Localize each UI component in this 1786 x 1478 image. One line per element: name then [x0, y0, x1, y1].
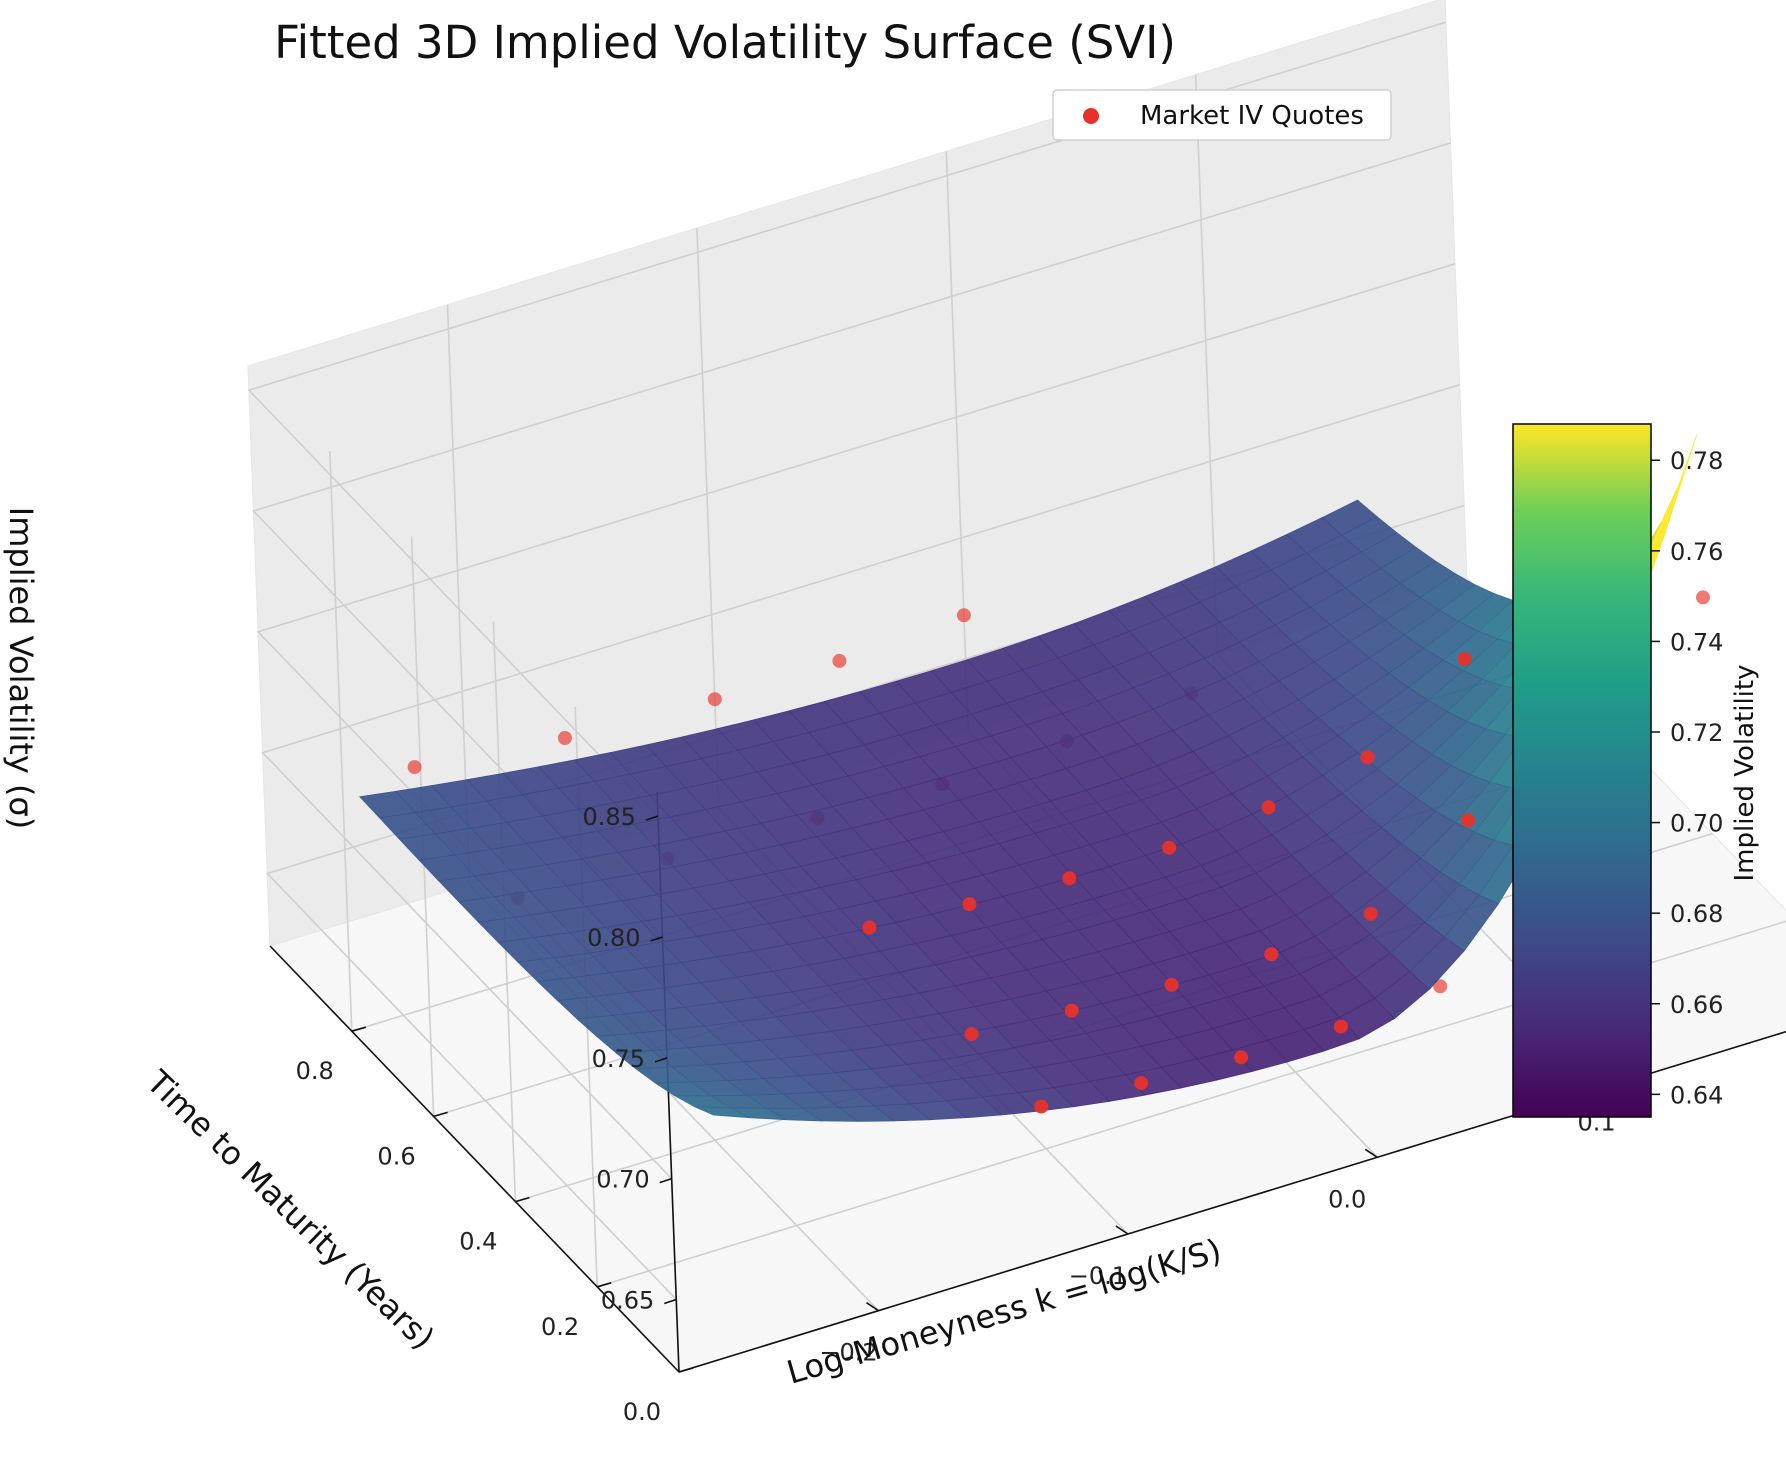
y-tick-mark: [596, 1282, 612, 1288]
market-iv-quote-point: [707, 692, 722, 707]
market-iv-quote-point: [1333, 1019, 1348, 1034]
axis-ticks: −0.2−0.10.00.10.00.20.40.60.80.650.700.7…: [296, 803, 1628, 1426]
x-tick-label: −0.1: [1069, 1262, 1127, 1290]
z-tick-label: 0.80: [587, 924, 640, 952]
z-tick-mark: [645, 815, 659, 821]
y-tick-label: 0.4: [459, 1228, 497, 1256]
market-iv-quote-point: [1363, 906, 1378, 921]
y-tick-mark: [351, 1026, 367, 1032]
colorbar: 0.64 0.66 0.68 0.70 0.72 0.74 0.76 0.78 Implied…: [1512, 423, 1760, 1118]
market-iv-quote-point: [964, 1027, 979, 1042]
y-axis-label: Time to Maturity (Years): [139, 1062, 442, 1357]
surface-facet: [694, 1106, 750, 1119]
market-iv-quote-point: [1034, 1099, 1049, 1114]
y-tick-mark: [678, 1367, 694, 1373]
colorbar-tick-label: 0.78: [1670, 447, 1723, 475]
z-tick-label: 0.85: [582, 803, 635, 831]
x-tick-mark: [866, 1302, 879, 1312]
market-iv-quote-point: [1457, 652, 1472, 666]
market-iv-quote-point: [1162, 840, 1177, 855]
y-tick-mark: [515, 1196, 530, 1203]
y-tick-label: 0.6: [377, 1142, 415, 1170]
colorbar-tick-label: 0.72: [1670, 719, 1723, 747]
market-iv-quote-point: [1696, 590, 1710, 605]
colorbar-tick-label: 0.76: [1670, 538, 1723, 566]
colorbar-gradient: [1512, 423, 1652, 1118]
market-iv-quote-point: [1062, 871, 1077, 886]
z-tick-label: 0.75: [592, 1045, 645, 1073]
colorbar-tick-label: 0.70: [1670, 810, 1723, 838]
z-axis-label: Implied Volatility (σ): [2, 507, 40, 829]
market-iv-quote-point: [1234, 1050, 1249, 1065]
legend-marker: [1083, 108, 1099, 124]
colorbar-tick-label: 0.68: [1670, 900, 1723, 928]
y-tick-mark: [433, 1111, 448, 1118]
y-tick-label: 0.2: [541, 1313, 579, 1341]
x-tick-label: −0.2: [819, 1339, 877, 1367]
market-iv-quote-point: [1461, 813, 1476, 828]
y-tick-label: 0.8: [296, 1057, 334, 1085]
market-iv-quote-point: [1264, 947, 1279, 962]
chart-title: Fitted 3D Implied Volatility Surface (SV…: [274, 16, 1176, 69]
y-tick-label: 0.0: [623, 1398, 661, 1426]
market-iv-quote-point: [1433, 979, 1448, 994]
market-iv-quote-point: [1261, 800, 1276, 815]
colorbar-tick-label: 0.74: [1670, 628, 1723, 656]
z-tick-mark: [663, 1298, 677, 1305]
z-tick-mark: [654, 1057, 668, 1063]
y-axis-line: [269, 945, 680, 1373]
x-tick-mark: [1364, 1148, 1378, 1158]
z-gridline: [261, 383, 1460, 1180]
legend-label-market-iv-quotes: Market IV Quotes: [1140, 101, 1364, 131]
x-tick-mark: [1115, 1225, 1129, 1235]
colorbar-label: Implied Volatility: [1730, 665, 1760, 882]
market-iv-quote-point: [832, 653, 847, 668]
z-gridline: [247, 21, 1447, 817]
market-quotes-front: [862, 652, 1476, 1114]
market-iv-quote-point: [1134, 1076, 1149, 1091]
market-iv-quote-point: [956, 608, 971, 623]
market-iv-quote-point: [1360, 750, 1375, 765]
z-tick-mark: [650, 936, 663, 942]
svi-surface: [359, 434, 1698, 1122]
colorbar-ticks: 0.64 0.66 0.68 0.70 0.72 0.74 0.76 0.78: [1651, 447, 1723, 1109]
market-iv-quote-point: [557, 731, 572, 745]
z-tick-label: 0.65: [601, 1287, 654, 1315]
market-iv-quote-point: [407, 760, 422, 775]
colorbar-tick-label: 0.64: [1670, 1081, 1723, 1109]
z-tick-label: 0.70: [596, 1166, 649, 1194]
z-tick-mark: [659, 1177, 672, 1184]
market-iv-quote-point: [1064, 1003, 1079, 1018]
legend-box: [1052, 89, 1392, 141]
x-tick-label: 0.0: [1328, 1185, 1366, 1213]
market-iv-quote-point: [1164, 977, 1179, 992]
legend: Market IV Quotes: [1052, 89, 1392, 141]
market-iv-quote-point: [962, 897, 977, 912]
market-iv-quote-point: [862, 920, 877, 935]
colorbar-tick-label: 0.66: [1670, 991, 1723, 1019]
